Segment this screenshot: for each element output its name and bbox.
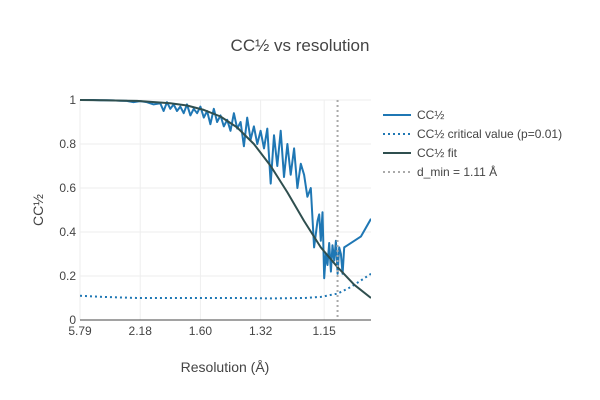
legend-item-cc-half[interactable]: CC½ xyxy=(383,108,444,122)
legend-label-fit: CC½ fit xyxy=(417,146,458,160)
series-cc-half-line xyxy=(80,99,371,280)
x-tick-label: 2.18 xyxy=(129,324,153,338)
legend-item-fit[interactable]: CC½ fit xyxy=(383,146,458,160)
legend-item-critical-value[interactable]: CC½ critical value (p=0.01) xyxy=(383,127,562,141)
grid xyxy=(79,99,371,321)
x-axis-ticks: 5.79 2.18 1.60 1.32 1.15 xyxy=(68,324,336,338)
y-tick-label: 0.8 xyxy=(59,137,76,151)
y-tick-label: 0 xyxy=(69,313,76,327)
y-axis-title: CC½ xyxy=(30,194,46,226)
y-tick-label: 0.2 xyxy=(59,269,76,283)
y-tick-label: 0.4 xyxy=(59,225,76,239)
x-tick-label: 1.60 xyxy=(189,324,213,338)
legend-label-critical-value: CC½ critical value (p=0.01) xyxy=(417,127,562,141)
x-axis-title: Resolution (Å) xyxy=(181,359,270,375)
chart-title: CC½ vs resolution xyxy=(231,36,370,55)
plot-area xyxy=(80,99,371,320)
legend-label-cc-half: CC½ xyxy=(417,108,444,122)
legend[interactable]: CC½ CC½ critical value (p=0.01) CC½ fit … xyxy=(383,108,562,179)
series-fit-line xyxy=(80,99,371,299)
x-tick-label: 1.15 xyxy=(312,324,336,338)
x-tick-label: 1.32 xyxy=(249,324,273,338)
y-axis-ticks: 0 0.2 0.4 0.6 0.8 1 xyxy=(59,93,76,327)
legend-item-d-min[interactable]: d_min = 1.11 Å xyxy=(383,164,497,179)
y-tick-label: 1 xyxy=(69,93,76,107)
x-tick-label: 5.79 xyxy=(68,324,92,338)
y-tick-label: 0.6 xyxy=(59,181,76,195)
series-critical-value-line xyxy=(80,272,371,300)
legend-label-d-min: d_min = 1.11 Å xyxy=(417,164,497,179)
